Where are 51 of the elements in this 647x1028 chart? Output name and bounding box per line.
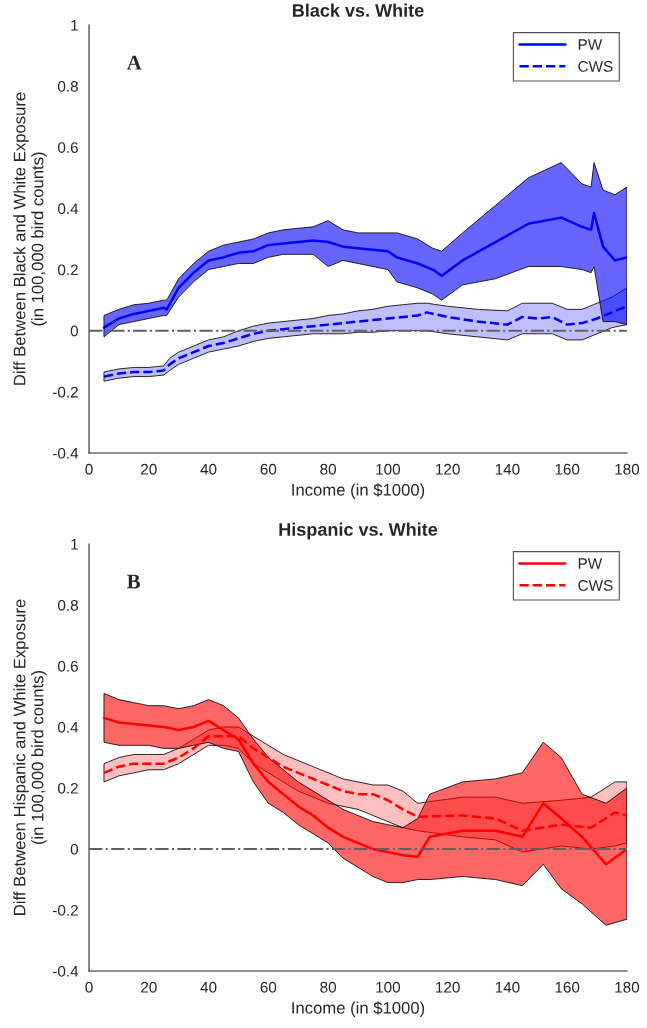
x-tick-label: 180 [615, 463, 640, 475]
annotation: A [126, 55, 142, 70]
x-tick-label: 160 [555, 981, 580, 993]
x-tick-label: 20 [141, 463, 157, 475]
x-tick-label: 0 [85, 463, 93, 475]
line-series [102, 716, 627, 866]
y-tick-label: -0.2 [52, 904, 78, 916]
x-tick-label: 100 [376, 981, 401, 993]
x-axis-title: Income (in $1000) [292, 1001, 425, 1018]
y-tick-label: 0.4 [57, 721, 79, 733]
y-tick-label: 0.2 [57, 782, 78, 794]
line-series [102, 305, 627, 378]
y-tick-label: -0.4 [52, 965, 79, 977]
x-tick-label: 100 [376, 463, 401, 475]
x-tick-label: 20 [141, 981, 157, 993]
legend-label: CWS [578, 580, 613, 591]
legend-label: PW [578, 558, 603, 569]
y-tick-label: -0.4 [52, 447, 79, 459]
y-tick-label: 0.4 [57, 203, 79, 215]
line-series [102, 211, 627, 329]
y-tick-label: 0.6 [57, 660, 78, 672]
y-axis-title: Diff Between Black and White Exposure (in 100,000 bird counts) [13, 92, 47, 385]
y-tick-label: 0.8 [57, 81, 78, 92]
x-tick-label: 140 [495, 463, 520, 475]
y-tick-label: 0.6 [57, 142, 78, 153]
x-tick-label: 0 [85, 981, 93, 993]
legend-label: CWS [578, 61, 613, 72]
x-tick-label: 180 [615, 981, 640, 993]
x-tick-label: 40 [200, 463, 217, 475]
y-tick-label: 1 [71, 20, 78, 31]
x-tick-label: 160 [555, 463, 580, 475]
annotation: B [127, 574, 140, 589]
chart-title: Hispanic vs. White [279, 522, 438, 540]
x-tick-label: 60 [260, 463, 277, 475]
y-tick-label: 0.2 [57, 264, 78, 276]
y-axis-title: Diff Between Hispanic and White Exposure (in 100,000 bird counts) [13, 599, 47, 915]
chart-title: Black vs. White [292, 3, 424, 17]
x-tick-label: 140 [495, 981, 520, 993]
y-tick-label: 1 [71, 539, 78, 550]
x-tick-label: 80 [320, 981, 336, 993]
x-tick-label: 120 [436, 981, 460, 993]
x-tick-label: 80 [320, 463, 336, 475]
x-axis-title: Income (in $1000) [292, 483, 425, 500]
y-tick-label: 0 [70, 843, 79, 855]
legend-label: PW [578, 39, 603, 50]
y-tick-label: 0 [70, 325, 79, 337]
x-tick-label: 120 [436, 463, 460, 475]
y-tick-label: 0.8 [57, 599, 78, 611]
y-tick-label: -0.2 [52, 386, 78, 398]
x-tick-label: 60 [260, 981, 277, 993]
x-tick-label: 40 [200, 981, 217, 993]
